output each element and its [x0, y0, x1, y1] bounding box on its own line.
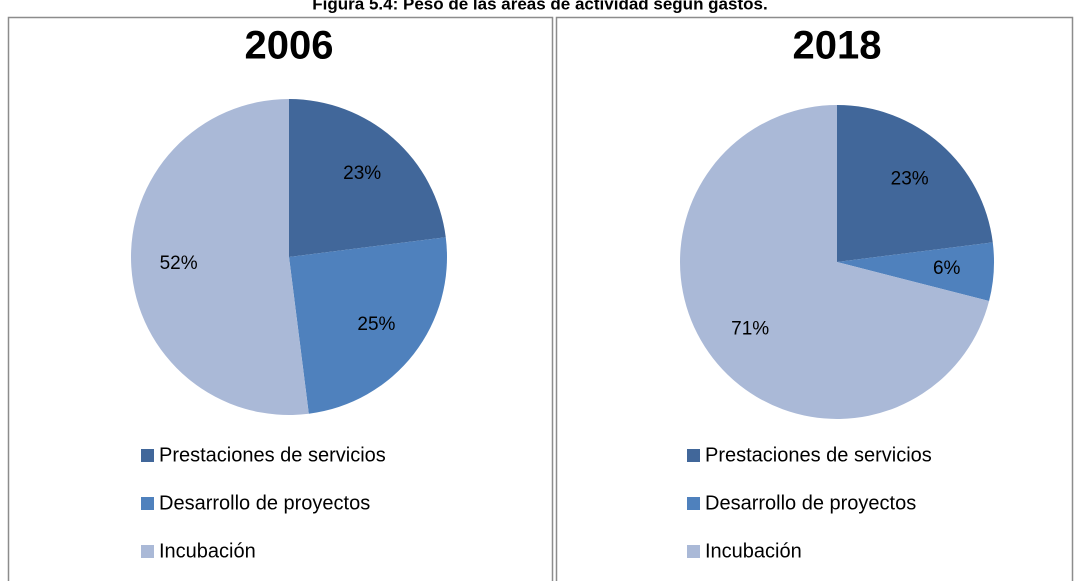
legend-label: Prestaciones de servicios [159, 444, 386, 466]
data-label: 25% [357, 314, 395, 335]
legend-label: Prestaciones de servicios [705, 444, 932, 466]
legend-label: Incubación [159, 540, 256, 562]
panel-border [7, 16, 554, 581]
pie-slice [131, 99, 309, 415]
pie-slice [289, 99, 446, 257]
pie-slice [837, 105, 993, 262]
panel-border [555, 16, 1074, 581]
legend-swatch [141, 497, 154, 510]
legend-label: Desarrollo de proyectos [705, 492, 916, 514]
legend-swatch [687, 545, 700, 558]
data-label: 71% [731, 318, 769, 339]
data-label: 23% [343, 163, 381, 184]
chart-title: 2006 [245, 24, 334, 68]
legend-swatch [687, 449, 700, 462]
pie-slice [680, 105, 990, 419]
legend-swatch [687, 497, 700, 510]
pie-slice [837, 242, 994, 302]
legend-label: Desarrollo de proyectos [159, 492, 370, 514]
data-label: 52% [160, 253, 198, 274]
chart-title: 2018 [793, 24, 882, 68]
data-label: 6% [933, 258, 961, 279]
legend-swatch [141, 449, 154, 462]
legend-label: Incubación [705, 540, 802, 562]
pie-slice [289, 237, 447, 414]
figure-title: Figura 5.4: Peso de las áreas de activid… [312, 0, 767, 13]
legend-swatch [141, 545, 154, 558]
data-label: 23% [891, 169, 929, 190]
